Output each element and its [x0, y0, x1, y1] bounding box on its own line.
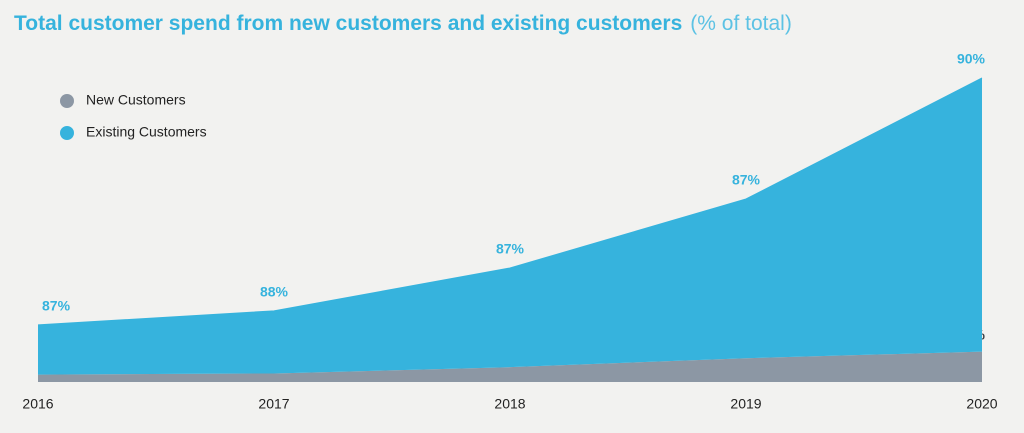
x-tick-label: 2016 — [22, 396, 53, 412]
plot: 13%12%13%13%10%87%88%87%87%90%2016201720… — [22, 51, 997, 412]
subtitle: (% of total) — [690, 12, 792, 35]
x-tick-label: 2019 — [730, 396, 761, 412]
x-tick-label: 2020 — [966, 396, 997, 412]
x-tick-label: 2018 — [494, 396, 525, 412]
title-text: Total customer spend from new customers … — [14, 12, 682, 35]
data-label: 87% — [732, 172, 761, 188]
legend-marker — [60, 94, 74, 108]
data-label: 88% — [260, 284, 289, 300]
x-tick-label: 2017 — [258, 396, 289, 412]
legend-marker — [60, 126, 74, 140]
total-outline — [37, 77, 983, 326]
area — [38, 78, 982, 375]
chart-title: Total customer spend from new customers … — [14, 12, 792, 35]
legend-label: Existing Customers — [86, 124, 207, 140]
data-label: 87% — [496, 241, 525, 257]
data-label: 90% — [957, 51, 986, 67]
data-label: 87% — [42, 298, 71, 314]
area — [38, 351, 982, 382]
legend-label: New Customers — [86, 92, 186, 108]
